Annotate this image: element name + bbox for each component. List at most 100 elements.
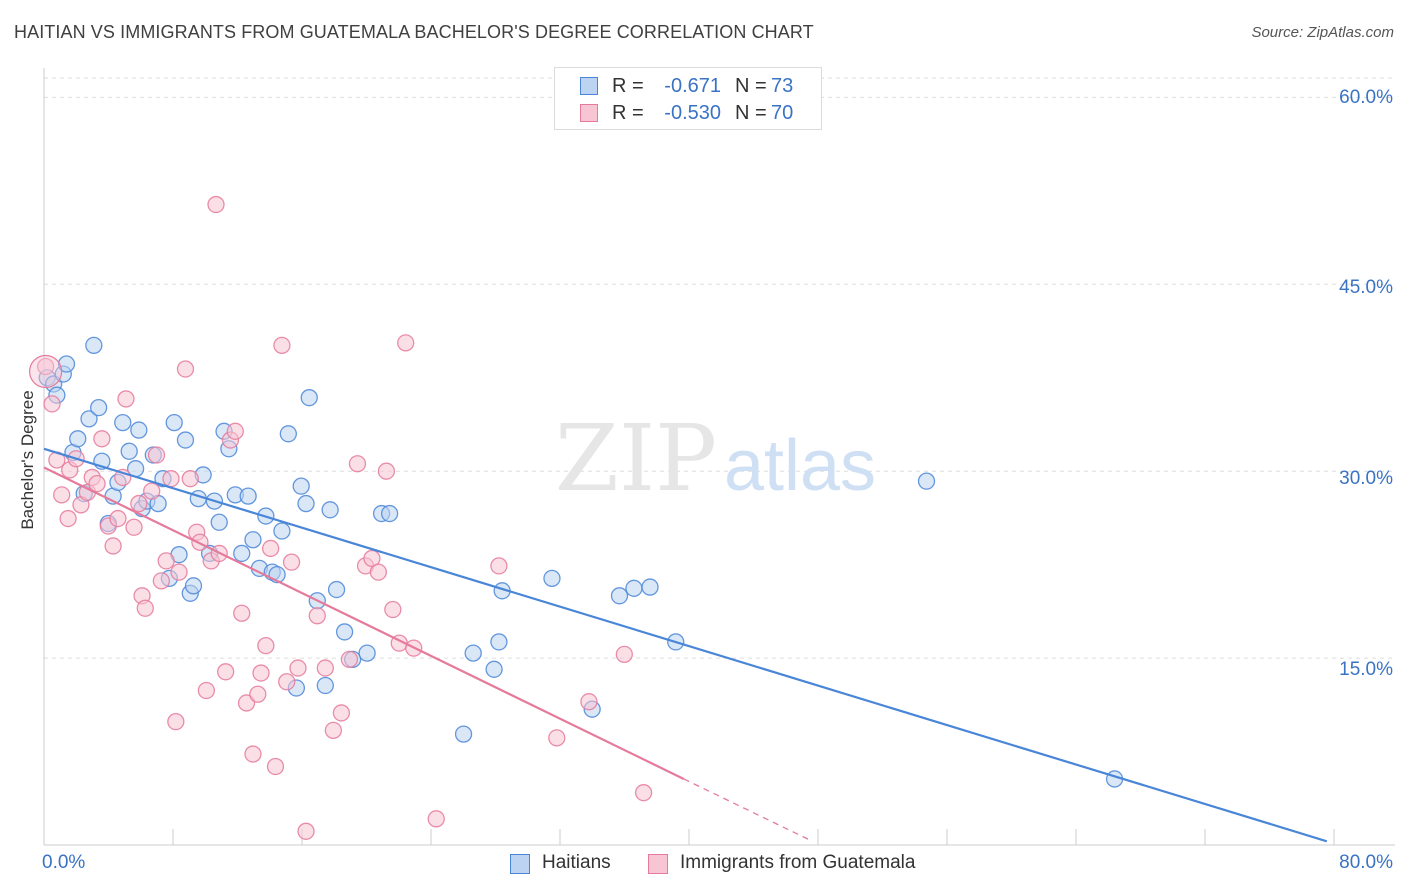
watermark-zip: ZIP (555, 405, 717, 512)
guatemala-point (273, 336, 291, 354)
guatemala-point (117, 390, 135, 408)
haitian-point (210, 513, 228, 531)
haitian-point (57, 355, 76, 373)
guatemala-point (233, 604, 251, 622)
haitian-point (543, 569, 561, 587)
guatemala-point (237, 694, 256, 712)
stats-legend-box: R = -0.671 N = 73 R = -0.530 N = 70 (554, 67, 822, 130)
guatemala-point (278, 673, 296, 691)
guatemala-point (88, 475, 106, 493)
haitian-point (358, 644, 376, 662)
guatemala-trend-line (43, 466, 685, 780)
guatemala-point (369, 563, 388, 581)
guatemala-point (262, 539, 280, 558)
y-tick-label: 15.0% (1339, 659, 1393, 680)
guatemala-point (289, 659, 307, 677)
guatemala-trend-extension (683, 778, 813, 842)
guatemala-point (176, 360, 195, 378)
guatemala-point (226, 422, 244, 440)
haitian-point (297, 494, 315, 513)
guatemala-point (36, 357, 55, 376)
n-label: N = (735, 75, 767, 97)
guatemala-point (130, 494, 148, 513)
guatemala-point (348, 455, 367, 473)
guatemala-point (93, 430, 111, 448)
haitian-point (464, 644, 482, 662)
haitian-point (244, 531, 262, 549)
guatemala-point (297, 822, 315, 840)
guatemala-point (384, 600, 402, 619)
haitian-point (380, 504, 399, 523)
y-axis-label: Bachelor's Degree (18, 390, 37, 530)
haitian-point (316, 676, 334, 695)
haitian-point (114, 413, 132, 432)
guatemala-point (197, 681, 216, 700)
data-points (29, 195, 1124, 840)
haitian-point (233, 544, 251, 563)
guatemala-point (109, 509, 127, 528)
guatemala-point (167, 712, 185, 731)
trend-lines (43, 447, 1328, 843)
haitian-point (176, 431, 195, 449)
guatemala-point (340, 650, 359, 668)
guatemala-point (615, 645, 633, 664)
haitian-point (184, 577, 203, 595)
haitian-point (490, 633, 508, 651)
guatemala-point (207, 195, 225, 214)
haitian-point (300, 389, 318, 407)
r-value: -0.530 (664, 102, 721, 124)
guatemala-point (427, 810, 445, 828)
guatemala-point (282, 553, 301, 571)
guatemala-point (316, 659, 334, 677)
haitian-point (69, 430, 87, 448)
haitian-point (130, 421, 148, 439)
haitian-point (120, 442, 138, 460)
legend-label: Haitians (542, 852, 611, 873)
guatemala-point (266, 757, 285, 776)
y-tick-label: 60.0% (1339, 87, 1393, 108)
haitian-point (454, 725, 473, 743)
haitian-point (165, 413, 183, 432)
haitians-swatch (580, 77, 598, 95)
haitian-point (90, 398, 108, 417)
guatemala-point (59, 509, 77, 528)
source-label: Source: ZipAtlas.com (1251, 24, 1394, 41)
guatemala-point (490, 557, 508, 575)
haitian-point (610, 587, 629, 605)
haitian-point (917, 472, 936, 490)
guatemala-point (143, 482, 161, 500)
r-value: -0.671 (664, 75, 721, 97)
n-value: 73 (771, 75, 794, 97)
haitian-point (335, 623, 354, 641)
guatemala-point (170, 563, 188, 581)
gridlines (44, 77, 1395, 659)
guatemala-swatch (580, 104, 598, 122)
haitian-point (239, 487, 257, 505)
x-tick-label-right: 80.0% (1339, 852, 1393, 873)
haitian-point (321, 501, 339, 519)
guatemala-point (580, 693, 598, 711)
haitian-point (327, 580, 346, 599)
haitian-point (625, 579, 643, 597)
guatemala-point (43, 395, 61, 413)
legend-swatch-guatemala (648, 854, 668, 874)
guatemala-point-large (29, 354, 63, 389)
y-tick-label: 45.0% (1339, 277, 1393, 298)
guatemala-point (249, 685, 267, 703)
guatemala-point (53, 486, 71, 504)
guatemala-point (634, 784, 653, 802)
watermark-atlas: atlas (724, 426, 876, 506)
haitian-trend-line (43, 447, 1328, 843)
chart-title: HAITIAN VS IMMIGRANTS FROM GUATEMALA BAC… (14, 22, 814, 42)
guatemala-point (162, 470, 180, 488)
stats-row-guatemala: R = -0.530 N = 70 (555, 100, 821, 128)
guatemala-point (216, 663, 235, 681)
guatemala-point (152, 572, 170, 590)
guatemala-point (147, 446, 166, 464)
guatemala-point (244, 745, 262, 763)
guatemala-point (257, 636, 275, 655)
legend-swatch-haitians (510, 854, 530, 874)
haitian-point (279, 425, 297, 443)
guatemala-point (377, 462, 396, 480)
